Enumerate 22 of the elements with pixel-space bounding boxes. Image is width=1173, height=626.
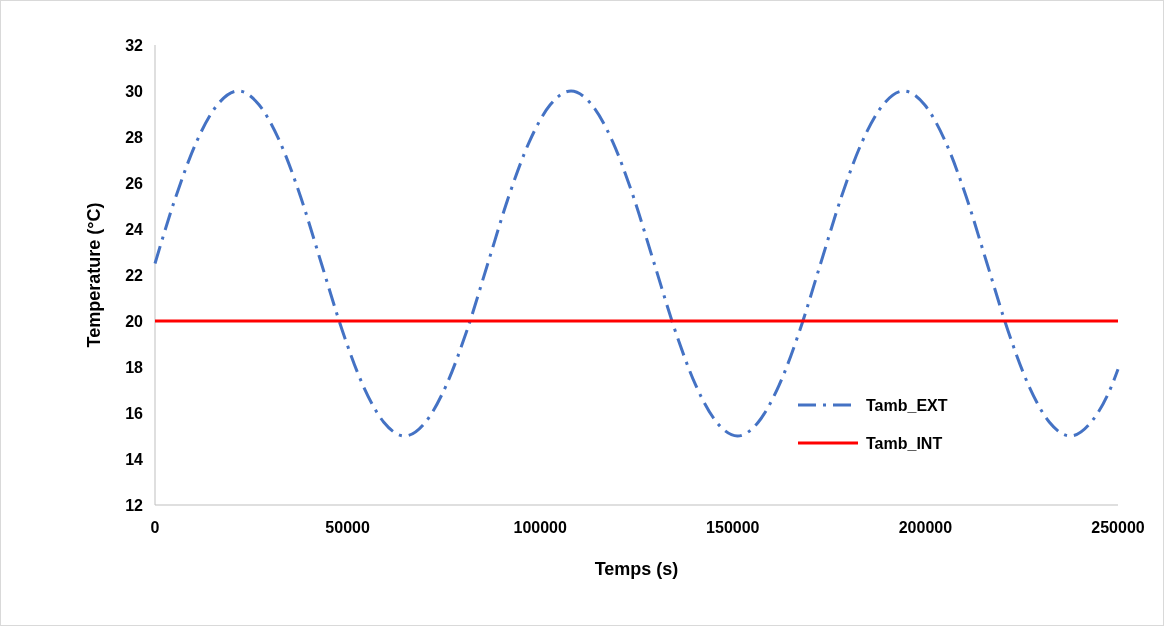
y-tick-label: 32 bbox=[125, 36, 144, 54]
y-tick-label: 28 bbox=[125, 128, 144, 146]
x-tick-label: 200000 bbox=[898, 519, 953, 536]
y-axis-title: Temperature (°C) bbox=[84, 202, 104, 348]
y-tick-label: 22 bbox=[125, 266, 144, 284]
x-axis-title: Temps (s) bbox=[594, 559, 679, 579]
y-tick-label: 24 bbox=[125, 220, 144, 238]
y-tick-label: 20 bbox=[125, 312, 144, 330]
line-series bbox=[153, 89, 1120, 438]
x-tick-label: 150000 bbox=[706, 519, 760, 536]
y-tick-label: 16 bbox=[125, 404, 144, 422]
y-tick-label: 14 bbox=[125, 450, 144, 468]
x-tick-label: 100000 bbox=[513, 519, 567, 536]
y-tick-label: 26 bbox=[125, 174, 144, 192]
x-tick-label: 50000 bbox=[325, 519, 370, 536]
legend-label: Tamb_INT bbox=[866, 434, 943, 452]
x-tick-label: 250000 bbox=[1091, 519, 1145, 536]
legend-label: Tamb_EXT bbox=[866, 396, 948, 414]
x-tick-label: 0 bbox=[150, 519, 160, 536]
y-tick-label: 12 bbox=[125, 496, 144, 514]
y-tick-label: 30 bbox=[125, 82, 144, 100]
y-tick-label: 18 bbox=[125, 358, 144, 376]
